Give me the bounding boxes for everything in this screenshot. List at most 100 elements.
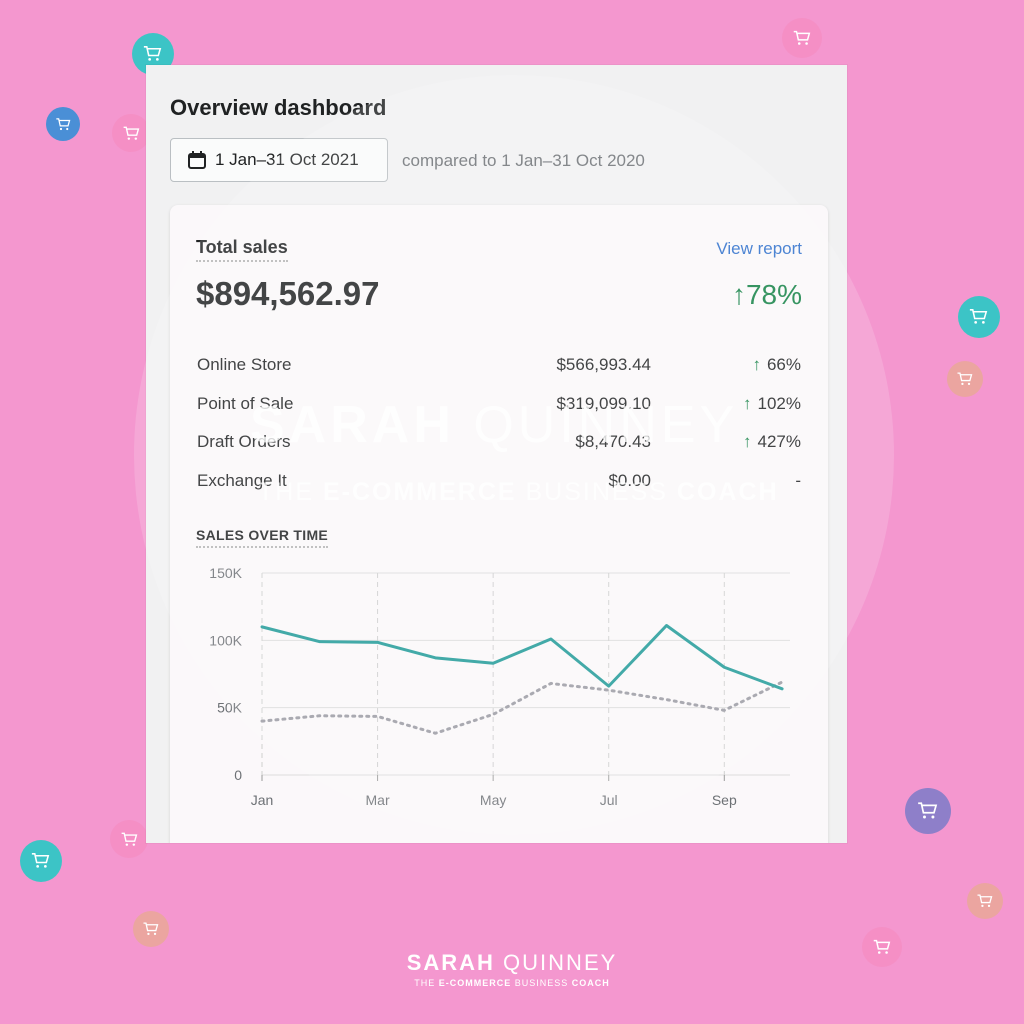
sales-point [492, 662, 495, 665]
sales-chart: 150K 100K 50K 0 Jan Mar May Jul Sep [170, 555, 828, 830]
shopping-cart-icon [970, 309, 988, 325]
channel-value: $0.00 [608, 470, 651, 490]
sales-point [434, 656, 437, 659]
sales-point [607, 685, 610, 688]
total-sales-card: Total sales View report $894,562.97 ↑78%… [170, 205, 828, 843]
sales-chart-svg: 150K 100K 50K 0 Jan Mar May Jul Sep [209, 565, 790, 808]
card-title: Total sales [196, 237, 288, 262]
y-tick-label: 50K [217, 700, 243, 716]
channel-change: ↑ 66% [752, 355, 801, 375]
comparison-point [261, 720, 264, 723]
arrow-up-icon: ↑ [743, 393, 752, 413]
brand-name-light: QUINNEY [494, 950, 618, 975]
y-tick-label: 150K [209, 565, 242, 581]
comparison-point [376, 715, 379, 718]
total-sales-value: $894,562.97 [196, 275, 380, 312]
channel-value: $566,993.44 [556, 355, 651, 374]
shopping-cart-icon [873, 939, 891, 954]
shopping-cart-icon [793, 30, 811, 45]
channel-row: Point of Sale $319,099.10 ↑ 102% [197, 392, 801, 431]
tagline-part: THE [414, 978, 439, 988]
comparison-point [318, 714, 321, 717]
channel-change: ↑ 102% [743, 394, 801, 414]
cart-dot [905, 788, 951, 834]
view-report-link[interactable]: View report [716, 239, 802, 258]
channel-table: Online Store $566,993.44 ↑ 66% Point of S… [197, 353, 801, 507]
sales-point [261, 625, 264, 628]
channel-change-value: 66% [766, 355, 801, 374]
channel-change-value: - [795, 470, 801, 490]
channel-row: Draft Orders $8,470.43 ↑ 427% [197, 430, 801, 469]
shopping-cart-icon [55, 117, 71, 130]
sales-point [723, 666, 726, 669]
cart-dot [20, 840, 62, 882]
tagline-part: COACH [571, 978, 610, 988]
calendar-icon [188, 151, 206, 169]
y-tick-label: 100K [209, 632, 242, 648]
tagline-part: BUSINESS [511, 978, 572, 988]
channel-change: ↑ 427% [743, 432, 801, 452]
date-range-button[interactable]: 1 Jan–31 Oct 2021 [170, 138, 388, 182]
channel-name: Exchange It [197, 470, 287, 490]
arrow-up-icon: ↑ [731, 279, 746, 310]
y-tick-label: 0 [234, 767, 242, 783]
sales-point [665, 624, 668, 627]
brand-tagline: THE E-COMMERCE BUSINESS COACH [0, 978, 1024, 988]
shopping-cart-icon [144, 46, 162, 62]
channel-change-value: 102% [757, 393, 801, 413]
channel-name: Draft Orders [197, 432, 291, 451]
x-tick-label: May [480, 792, 506, 808]
brand-name: SARAH QUINNEY [0, 950, 1024, 976]
x-tick-label: Jul [600, 792, 618, 808]
channel-value: $8,470.43 [575, 432, 651, 451]
sales-point [781, 687, 784, 690]
cart-dot [958, 296, 1000, 338]
channel-name: Point of Sale [197, 393, 294, 413]
comparison-series-line [260, 680, 784, 735]
sales-point [376, 641, 379, 644]
cart-dot [947, 361, 983, 397]
shopping-cart-icon [143, 922, 159, 936]
comparison-point [549, 682, 552, 685]
channel-row: Online Store $566,993.44 ↑ 66% [197, 353, 801, 392]
channel-row: Exchange It $0.00 - [197, 469, 801, 508]
arrow-up-icon: ↑ [743, 432, 752, 451]
cart-dot [862, 927, 902, 967]
shopping-cart-icon [918, 802, 938, 819]
x-tick-label: Mar [366, 792, 390, 808]
shopping-cart-icon [977, 894, 993, 908]
comparison-point [607, 689, 610, 692]
cart-dot [782, 18, 822, 58]
shopping-cart-icon [32, 853, 50, 869]
brand-name-bold: SARAH [406, 950, 495, 975]
arrow-up-icon: ↑ [752, 355, 761, 374]
x-tick-label: Jan [251, 792, 274, 808]
cart-dot [46, 107, 80, 141]
dashboard-panel: Overview dashboard 1 Jan–31 Oct 2021 com… [146, 65, 847, 843]
sales-point [318, 640, 321, 643]
shopping-cart-icon [121, 832, 137, 846]
sales-point [549, 637, 552, 640]
comparison-point [723, 709, 726, 712]
cart-dot [133, 911, 169, 947]
sales-series-line [260, 624, 784, 691]
comparison-point [665, 698, 668, 701]
channel-name: Online Store [197, 355, 292, 374]
brand-footer: SARAH QUINNEY THE E-COMMERCE BUSINESS CO… [0, 950, 1024, 988]
channel-value: $319,099.10 [556, 393, 651, 413]
comparison-point [434, 732, 437, 735]
growth-badge: ↑78% [732, 279, 802, 311]
sales-over-time-heading: SALES OVER TIME [196, 527, 329, 548]
comparison-point [492, 713, 495, 716]
date-range-label: 1 Jan–31 Oct 2021 [215, 150, 359, 169]
cart-dot [967, 883, 1003, 919]
x-tick-label: Sep [712, 792, 737, 808]
growth-value: 78% [745, 279, 802, 310]
channel-change: - [789, 471, 801, 491]
comparison-point [781, 681, 784, 684]
tagline-part: E-COMMERCE [438, 978, 512, 988]
cart-dot [112, 114, 150, 152]
channel-change-value: 427% [757, 432, 801, 451]
shopping-cart-icon [957, 372, 973, 386]
